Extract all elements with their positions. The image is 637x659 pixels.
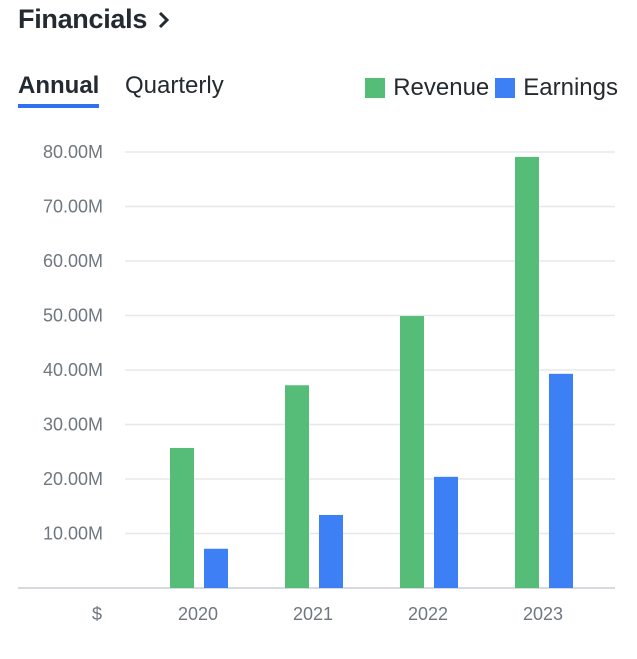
x-tick-label: 2023 — [523, 604, 563, 624]
bar-earnings-2020 — [204, 548, 228, 588]
chevron-right-icon — [159, 11, 170, 28]
y-tick-label: 30.00M — [43, 415, 103, 435]
y-tick-label: 50.00M — [43, 306, 103, 326]
page-title: Financials — [18, 4, 148, 34]
bar-revenue-2020 — [170, 447, 194, 588]
x-tick-label: 2020 — [178, 604, 218, 624]
financials-title-link[interactable]: Financials — [18, 4, 171, 35]
y-tick-label: 10.00M — [43, 524, 103, 544]
bar-earnings-2023 — [549, 373, 573, 588]
legend-item-revenue: Revenue — [365, 74, 489, 102]
y-tick-label: 20.00M — [43, 469, 103, 489]
y-tick-label: 40.00M — [43, 360, 103, 380]
y-tick-label: 70.00M — [43, 197, 103, 217]
x-tick-label: 2022 — [408, 604, 448, 624]
bar-revenue-2023 — [515, 156, 539, 588]
tab-annual[interactable]: Annual — [18, 72, 100, 108]
revenue-swatch — [365, 78, 386, 98]
bar-earnings-2022 — [434, 476, 458, 588]
y-tick-label: 60.00M — [43, 251, 103, 271]
earnings-swatch — [495, 78, 516, 98]
legend-label: Revenue — [393, 74, 490, 101]
y-tick-label: 80.00M — [43, 142, 103, 162]
y-unit-label: $ — [92, 604, 102, 624]
chart-legend: Revenue Earnings — [365, 74, 618, 102]
bar-earnings-2021 — [319, 514, 343, 588]
bar-revenue-2021 — [285, 385, 309, 588]
bar-revenue-2022 — [400, 316, 424, 588]
legend-item-earnings: Earnings — [495, 74, 618, 102]
tab-quarterly[interactable]: Quarterly — [125, 72, 224, 99]
x-tick-label: 2021 — [293, 604, 333, 624]
legend-label: Earnings — [523, 74, 618, 101]
